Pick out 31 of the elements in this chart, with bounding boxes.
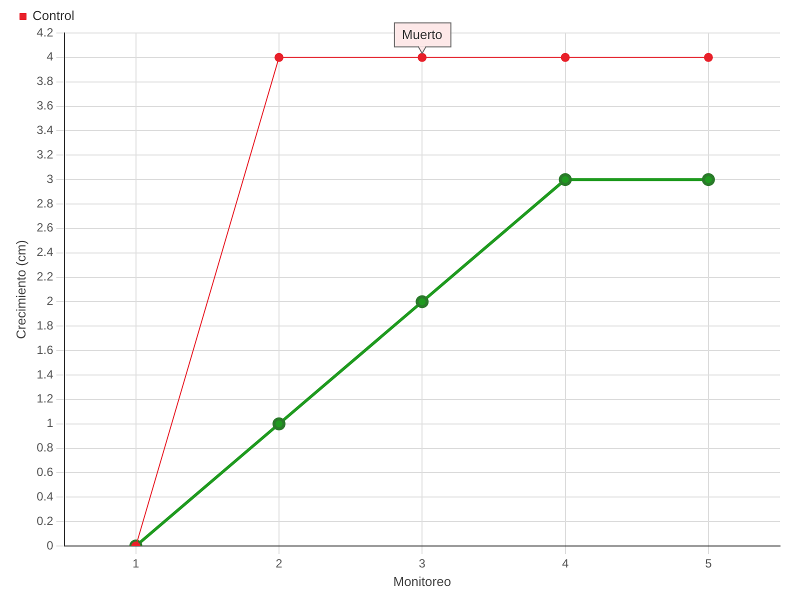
y-tick-label: 4 — [46, 50, 54, 64]
y-tick-label: 0.4 — [36, 489, 54, 504]
y-tick-label: 3.6 — [36, 98, 54, 113]
y-tick-label: 3.8 — [36, 74, 54, 88]
y-tick-label: 2.6 — [36, 220, 54, 235]
y-axis-title: Crecimiento (cm) — [13, 240, 28, 339]
y-tick-label: 2.2 — [36, 270, 54, 284]
annotation: Muerto — [402, 27, 442, 42]
y-tick-label: 0.6 — [36, 465, 54, 480]
y-tick-label: 3.4 — [36, 123, 54, 138]
x-tick-label: 4 — [562, 556, 569, 571]
x-tick-label: 5 — [705, 556, 712, 571]
y-tick-label: 1.2 — [36, 392, 54, 406]
y-tick-label: 1 — [46, 416, 54, 430]
y-tick-label: 0.8 — [36, 440, 54, 455]
y-tick-label: 0.2 — [36, 514, 54, 528]
y-tick-label: 2.4 — [36, 245, 54, 260]
x-axis-title: Monitoreo — [393, 574, 452, 589]
y-tick-label: 1.8 — [36, 318, 54, 332]
legend-label: Control — [32, 8, 75, 24]
y-tick-label: 1.6 — [36, 342, 54, 357]
x-tick-label: 2 — [276, 556, 283, 571]
y-tick-label: 2 — [46, 294, 54, 308]
y-tick-label: 3 — [46, 172, 54, 186]
y-tick-label: 1.4 — [36, 367, 54, 382]
x-tick-label: 3 — [418, 556, 426, 571]
x-tick-label: 1 — [132, 556, 140, 571]
y-tick-label: 3.2 — [36, 147, 54, 162]
y-tick-label: 4.2 — [36, 25, 54, 40]
y-tick-label: 0 — [46, 538, 54, 552]
y-tick-label: 2.8 — [36, 196, 54, 210]
